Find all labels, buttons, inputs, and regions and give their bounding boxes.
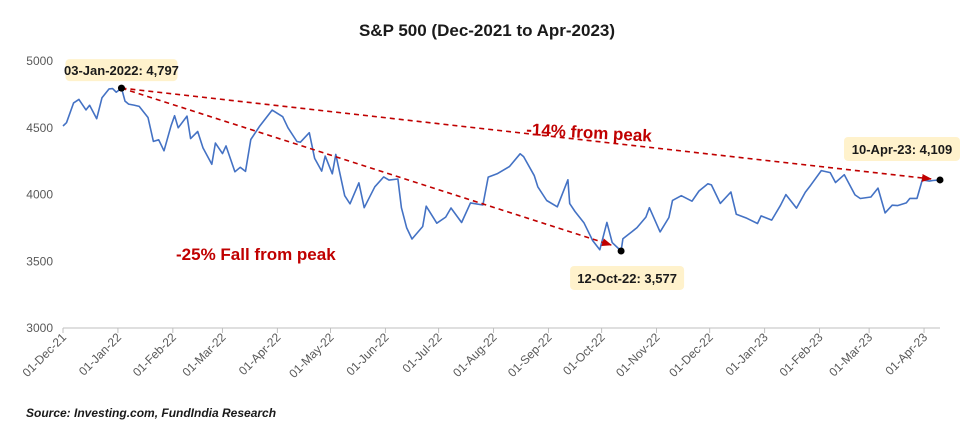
callout-box <box>65 59 178 82</box>
arrow-to-latest <box>121 87 932 182</box>
x-tick-label: 01-Jul-22 <box>399 330 445 376</box>
x-tick-label: 01-Dec-22 <box>666 330 716 380</box>
from-peak-annotation: -14% from peak <box>526 120 653 146</box>
callout-label: 12-Oct-22: 3,577 <box>577 271 677 286</box>
x-tick-label: 01-Nov-22 <box>613 330 663 380</box>
x-tick-label: 01-Jun-22 <box>343 330 391 378</box>
y-tick-label: 3000 <box>26 321 53 335</box>
callout-point <box>617 247 625 255</box>
x-tick-label: 01-Aug-22 <box>450 330 500 380</box>
y-tick-label: 4500 <box>26 121 53 135</box>
x-tick-label: 01-Feb-23 <box>777 330 826 379</box>
y-tick-label: 3500 <box>26 254 53 268</box>
callout-point <box>117 84 125 92</box>
series-layer <box>62 87 941 252</box>
callouts: 03-Jan-2022: 4,797 12-Oct-22: 3,577 10-Apr… <box>64 59 960 290</box>
x-tick-label: 01-Sep-22 <box>505 330 555 380</box>
x-tick-label: 01-Apr-23 <box>883 330 931 378</box>
y-tick-label: 5000 <box>26 54 53 68</box>
callout-label: 10-Apr-23: 4,109 <box>852 142 952 157</box>
callout-box <box>570 265 685 290</box>
x-tick-label: 01-Dec-21 <box>20 330 70 380</box>
arrow-to-trough <box>121 87 613 247</box>
x-tick-label: 01-Mar-22 <box>180 330 229 379</box>
x-tick-label: 01-Apr-22 <box>236 330 284 378</box>
fall-from-peak-annotation: -25% Fall from peak <box>176 245 336 264</box>
y-tick-label: 4000 <box>26 188 53 202</box>
x-tick-label: 01-Mar-23 <box>826 330 875 379</box>
chart-title: S&P 500 (Dec-2021 to Apr-2023) <box>359 21 615 40</box>
y-axis: 3000 3500 4000 4500 5000 <box>26 54 53 335</box>
x-tick-label: 01-Jan-23 <box>723 330 771 378</box>
sp500-line <box>62 87 941 252</box>
x-tick-label: 01-Jan-22 <box>76 330 124 378</box>
x-tick-label: 01-Oct-22 <box>560 330 608 378</box>
x-axis: 01-Dec-21 01-Jan-22 01-Feb-22 01-Mar-22 01-A… <box>20 327 940 381</box>
x-tick-label: 01-Feb-22 <box>130 330 179 379</box>
source-note: Source: Investing.com, FundIndia Researc… <box>26 406 276 420</box>
callout-label: 03-Jan-2022: 4,797 <box>64 63 179 78</box>
callout-point <box>936 176 944 184</box>
trend-arrows <box>121 87 932 247</box>
callout-box <box>844 136 960 161</box>
x-tick-label: 01-May-22 <box>286 330 337 381</box>
